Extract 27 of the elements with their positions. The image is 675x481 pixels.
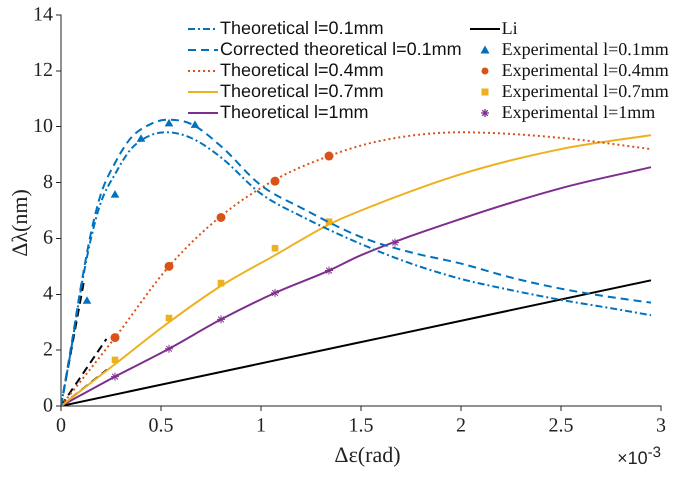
x-tick-label: 2.5 — [548, 414, 574, 436]
legend-label: Experimental l=0.1mm — [502, 39, 669, 60]
legend-label: Theoretical l=0.7mm — [220, 81, 384, 102]
y-tick-label: 6 — [43, 226, 53, 249]
x-tick-label: 1.5 — [348, 414, 374, 436]
legend-label: Theoretical l=0.1mm — [220, 18, 384, 39]
y-tick-label: 2 — [43, 338, 53, 360]
x-tick-label: 1 — [256, 414, 266, 436]
legend-label: Theoretical l=1mm — [220, 102, 369, 123]
y-tick-label: 0 — [43, 394, 53, 416]
legend-label: Experimental l=0.7mm — [502, 81, 669, 102]
text: ×10$^{-3}$ — [617, 444, 661, 469]
x-tick-label: 3 — [656, 414, 666, 436]
x-tick-label: 2 — [456, 414, 466, 436]
y-tick-label: 8 — [43, 170, 53, 193]
legend-label: Experimental l=0.4mm — [502, 60, 669, 81]
legend-label: Corrected theoretical l=0.1mm — [220, 39, 462, 60]
y-tick-label: 14 — [33, 3, 53, 26]
y-tick-label: 12 — [33, 59, 53, 82]
y-tick-label: 10 — [33, 114, 53, 137]
legend-label: Li — [502, 18, 518, 39]
x-axis-title: Δε(rad) — [334, 442, 401, 467]
legend-label: Theoretical l=0.4mm — [220, 60, 384, 81]
x-tick-label: 0.5 — [148, 414, 174, 436]
legend-label: Experimental l=1mm — [502, 102, 656, 123]
y-tick-label: 4 — [43, 282, 53, 305]
y-axis-title: Δλ(nm) — [7, 188, 33, 259]
